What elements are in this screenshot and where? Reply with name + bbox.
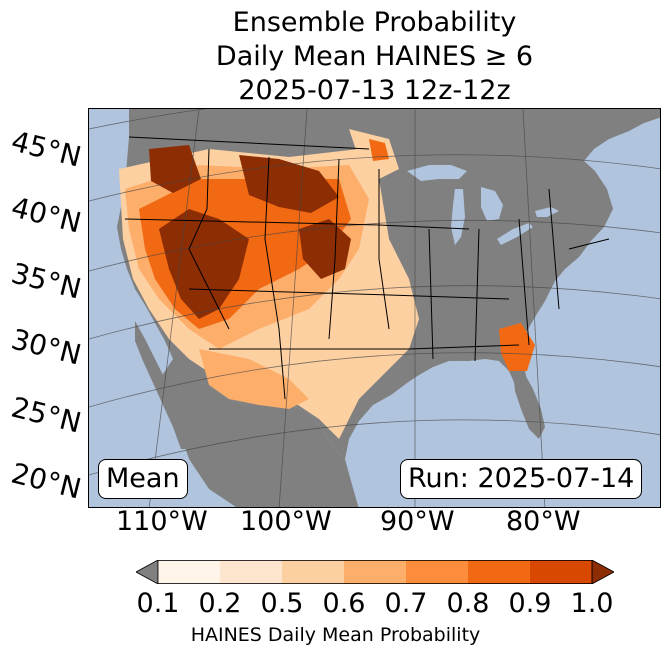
colorbar-under-arrow (136, 560, 159, 584)
lon-label-90: 90°W (380, 506, 455, 537)
colorbar-tick-label: 0.5 (260, 588, 304, 619)
lat-label-30: 30°N (8, 322, 85, 372)
lake-ontario (535, 207, 559, 217)
land-baja (135, 321, 187, 449)
colorbar-tick-label: 0.8 (446, 588, 490, 619)
lake-erie (497, 223, 533, 245)
colorbar-segment (530, 560, 593, 584)
graticule (89, 109, 660, 507)
lon-label-80: 80°W (506, 506, 581, 537)
run-label-box: Run: 2025-07-14 (400, 459, 643, 499)
colorbar-segment (220, 560, 283, 584)
lat-label-25: 25°N (8, 390, 85, 440)
colorbar-segment (158, 560, 221, 584)
lat-label-35: 35°N (8, 256, 85, 306)
lon-label-110: 110°W (116, 506, 208, 537)
colorbar-tick-label: 0.6 (322, 588, 366, 619)
colorbar-tick-label: 0.2 (198, 588, 242, 619)
colorbar-segment (344, 560, 407, 584)
colorbar-tick-label: 0.9 (508, 588, 552, 619)
colorbar-segment (468, 560, 531, 584)
lat-label-40: 40°N (8, 190, 85, 240)
probability-shading (119, 129, 535, 439)
lon-label-100: 100°W (240, 506, 332, 537)
colorbar (136, 560, 614, 584)
colorbar-label: HAINES Daily Mean Probability (190, 624, 481, 646)
title-line-1: Ensemble Probability (232, 7, 517, 38)
probability-map (88, 108, 661, 508)
map-canvas (89, 109, 660, 507)
lake-huron (481, 187, 503, 221)
land-mexico (161, 359, 359, 507)
state-borders (124, 136, 610, 400)
colorbar-tick-label: 1.0 (570, 588, 614, 619)
colorbar-tick-label: 0.7 (384, 588, 428, 619)
lat-label-20: 20°N (8, 456, 85, 506)
colorbar-segment (282, 560, 345, 584)
lake-michigan (451, 189, 465, 245)
colorbar-segment (406, 560, 469, 584)
colorbar-tick-label: 0.1 (136, 588, 180, 619)
stat-label-box: Mean (98, 459, 188, 499)
title-line-3: 2025-07-13 12z-12z (238, 75, 511, 106)
colorbar-frame (157, 560, 593, 584)
colorbar-over-arrow (591, 560, 614, 584)
lat-label-45: 45°N (8, 124, 85, 174)
lake-superior (407, 165, 467, 181)
title-line-2: Daily Mean HAINES ≥ 6 (215, 41, 534, 72)
